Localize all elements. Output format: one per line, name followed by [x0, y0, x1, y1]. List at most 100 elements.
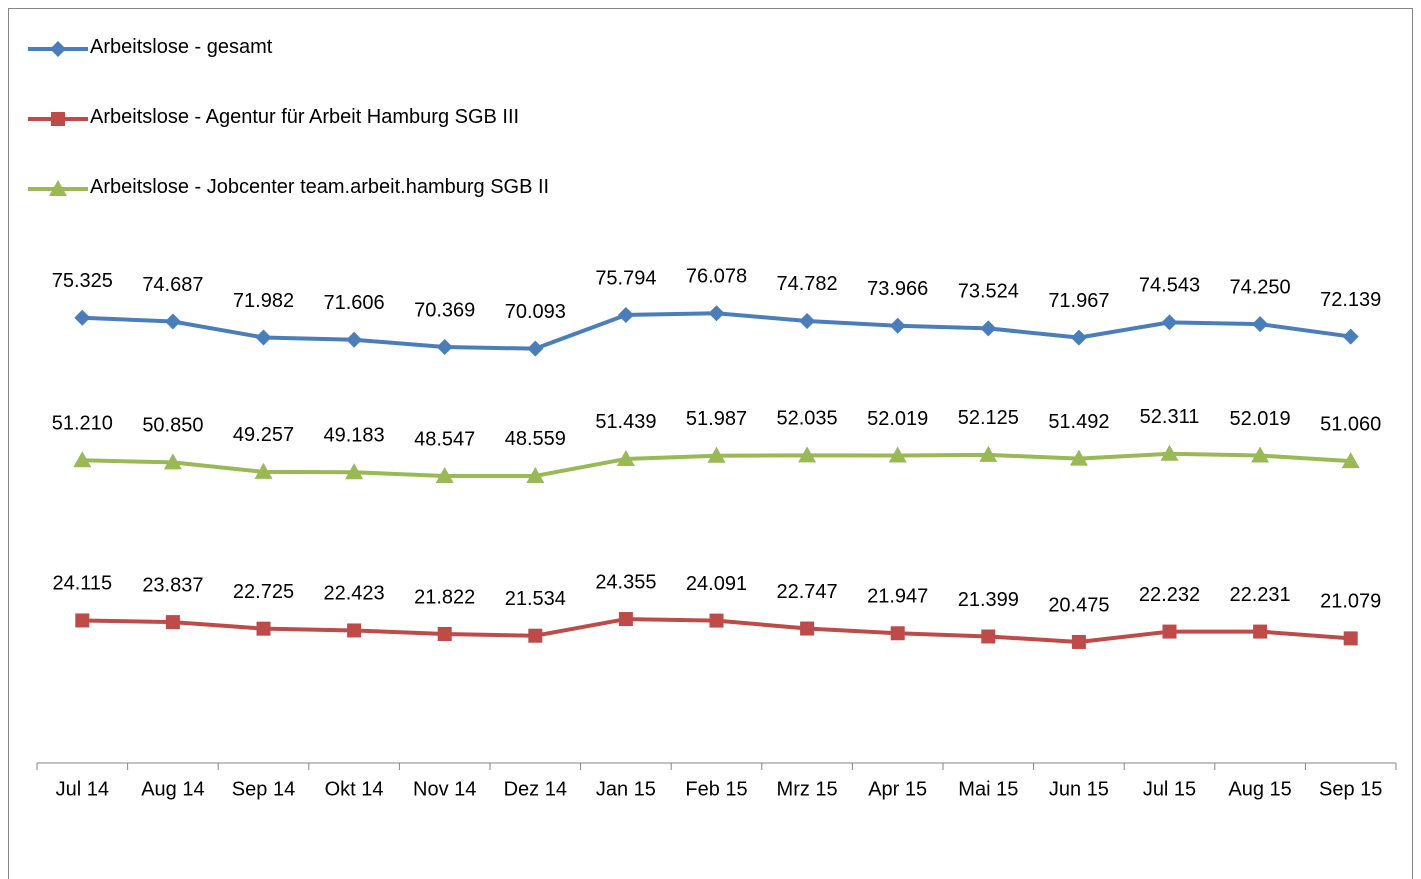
marker: [1160, 444, 1179, 461]
marker: [616, 449, 635, 466]
x-tick-label: Sep 15: [1319, 778, 1382, 800]
x-tick-label: Sep 14: [232, 778, 295, 800]
marker: [1070, 329, 1087, 346]
x-tick-label: Feb 15: [685, 778, 747, 800]
data-label: 71.982: [233, 290, 294, 312]
x-tick-label: Mrz 15: [777, 778, 838, 800]
data-label: 51.210: [52, 413, 113, 435]
x-tick-label: Jul 15: [1143, 778, 1196, 800]
data-label: 50.850: [142, 415, 203, 437]
marker: [254, 462, 273, 479]
x-tick-label: Okt 14: [325, 778, 384, 800]
marker: [1343, 631, 1358, 646]
data-label: 21.534: [505, 588, 566, 610]
marker: [75, 613, 90, 628]
marker: [889, 317, 906, 334]
data-label: 21.947: [867, 586, 928, 608]
data-label: 71.606: [324, 292, 385, 314]
marker: [255, 329, 272, 346]
data-label: 52.035: [777, 408, 838, 430]
data-label: 74.782: [777, 273, 838, 295]
data-label: 52.019: [1230, 408, 1291, 430]
data-label: 72.139: [1320, 289, 1381, 311]
x-tick-label: Jul 14: [56, 778, 109, 800]
legend-label: Arbeitslose - Jobcenter team.arbeit.hamb…: [90, 176, 550, 198]
marker: [437, 627, 452, 642]
marker: [888, 446, 907, 463]
marker: [617, 306, 634, 323]
data-label: 20.475: [1048, 594, 1109, 616]
marker: [528, 628, 543, 643]
marker: [1161, 314, 1178, 331]
marker: [164, 313, 181, 330]
data-label: 73.966: [867, 278, 928, 300]
marker: [981, 629, 996, 644]
x-tick-label: Nov 14: [413, 778, 476, 800]
marker: [346, 331, 363, 348]
x-tick-label: Aug 15: [1228, 778, 1291, 800]
data-label: 76.078: [686, 266, 747, 288]
legend-swatch: [28, 41, 88, 57]
marker: [1342, 328, 1359, 345]
data-label: 24.115: [52, 573, 112, 595]
data-label: 51.060: [1320, 413, 1381, 435]
marker: [50, 41, 66, 57]
x-tick-label: Dez 14: [504, 778, 567, 800]
marker: [49, 180, 67, 196]
marker: [707, 446, 726, 463]
data-label: 22.747: [777, 581, 838, 603]
data-label: 70.369: [414, 299, 475, 321]
x-tick-label: Mai 15: [958, 778, 1018, 800]
data-label: 21.822: [414, 586, 475, 608]
marker: [74, 309, 91, 326]
marker: [618, 612, 633, 627]
marker: [527, 340, 544, 357]
marker: [165, 615, 180, 630]
marker: [256, 621, 271, 636]
legend-label: Arbeitslose - gesamt: [90, 36, 273, 58]
data-label: 22.725: [233, 581, 294, 603]
legend-swatch: [28, 180, 88, 196]
data-label: 51.492: [1048, 411, 1109, 433]
data-label: 74.687: [142, 274, 203, 296]
data-label: 48.547: [414, 428, 475, 450]
data-label: 48.559: [505, 428, 566, 450]
data-label: 70.093: [505, 301, 566, 323]
data-label: 75.794: [595, 267, 656, 289]
marker: [800, 621, 815, 636]
data-label: 21.079: [1320, 591, 1381, 613]
data-label: 21.399: [958, 589, 1019, 611]
marker: [1162, 624, 1177, 639]
marker: [1252, 316, 1269, 333]
marker: [1341, 452, 1360, 469]
x-tick-label: Jan 15: [596, 778, 656, 800]
data-label: 22.423: [324, 583, 385, 605]
data-label: 51.987: [686, 408, 747, 430]
data-label: 52.311: [1140, 406, 1200, 428]
marker: [435, 467, 454, 484]
marker: [980, 320, 997, 337]
legend-label: Arbeitslose - Agentur für Arbeit Hamburg…: [90, 106, 520, 128]
data-label: 24.091: [686, 573, 747, 595]
data-label: 23.837: [142, 574, 203, 596]
marker: [347, 623, 362, 638]
data-label: 74.543: [1139, 275, 1200, 297]
x-tick-label: Apr 15: [868, 778, 927, 800]
data-label: 52.019: [867, 408, 928, 430]
marker: [1069, 449, 1088, 466]
marker: [890, 626, 905, 641]
data-label: 24.355: [595, 571, 656, 593]
data-label: 74.250: [1230, 276, 1291, 298]
marker: [73, 451, 92, 468]
data-label: 75.325: [52, 270, 113, 292]
marker: [1251, 446, 1270, 463]
frame: [8, 8, 1413, 879]
marker: [51, 112, 65, 126]
data-label: 22.231: [1230, 584, 1291, 606]
marker: [709, 613, 724, 628]
marker: [708, 305, 725, 322]
marker: [798, 446, 817, 463]
x-tick-label: Jun 15: [1049, 778, 1109, 800]
